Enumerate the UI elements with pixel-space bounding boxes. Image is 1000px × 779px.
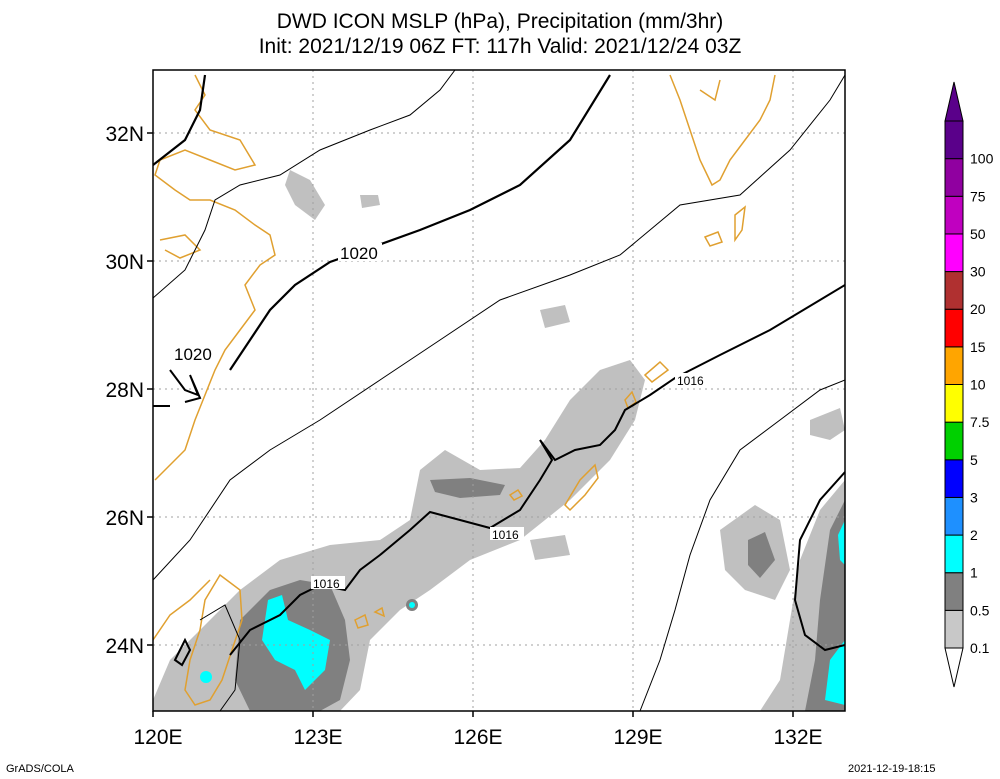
precip-east-cyan-1 xyxy=(838,520,845,565)
colorbar-swatch xyxy=(944,271,964,310)
precip-cell-b xyxy=(360,195,380,208)
colorbar-swatch xyxy=(944,534,964,574)
coast-china xyxy=(154,74,276,481)
lon-label: 129E xyxy=(613,726,662,749)
colorbar-label: 10 xyxy=(970,377,986,393)
coast-small-islands xyxy=(354,606,386,629)
chart-subtitle: Init: 2021/12/19 06Z FT: 117h Valid: 202… xyxy=(258,35,742,58)
colorbar: 100 75 50 30 20 15 10 7.5 5 3 2 1 0.5 0.1 xyxy=(944,81,994,688)
colorbar-swatch xyxy=(944,346,964,386)
colorbar-label: 5 xyxy=(970,452,978,468)
colorbar-swatch xyxy=(944,384,964,423)
colorbar-swatch xyxy=(944,421,964,461)
colorbar-swatch xyxy=(944,609,964,649)
lon-label: 132E xyxy=(773,726,822,749)
colorbar-swatch xyxy=(944,496,964,536)
footer-left: GrADS/COLA xyxy=(6,763,74,775)
isobar-taiwan-thin xyxy=(199,604,241,711)
plot-frame xyxy=(152,69,846,712)
lat-label: 32N xyxy=(105,123,144,146)
precip-layer xyxy=(153,170,845,711)
colorbar-swatch xyxy=(944,459,964,498)
colorbar-label: 1 xyxy=(970,565,978,581)
coast-ryukyu-3 xyxy=(624,390,637,410)
isobar-label: 1016 xyxy=(677,374,704,388)
lat-label: 24N xyxy=(105,635,144,658)
isobar-taiwan xyxy=(173,637,192,667)
colorbar-label: 30 xyxy=(970,264,986,280)
colorbar-swatch xyxy=(944,308,964,348)
coast-kyushu-2 xyxy=(699,79,721,102)
colorbar-swatch xyxy=(944,572,964,611)
precip-cell-a xyxy=(285,170,325,220)
colorbar-lower-arrow xyxy=(944,647,964,688)
colorbar-label: 0.5 xyxy=(970,602,990,618)
colorbar-label: 75 xyxy=(970,188,986,204)
colorbar-label: 15 xyxy=(970,339,986,355)
precip-taiwan-cell xyxy=(200,671,212,683)
precip-cyan-1 xyxy=(262,595,330,690)
footer-right: 2021-12-19-18:15 xyxy=(848,763,936,775)
isobar-label: 1016 xyxy=(313,577,340,591)
coast-ryukyu-4 xyxy=(508,488,524,501)
precip-small-cell-cyan xyxy=(409,602,415,608)
coast-taiwan xyxy=(184,573,243,706)
coast-kyushu xyxy=(669,74,776,187)
lat-label: 28N xyxy=(105,379,144,402)
isobar-labels: 1020 1020 1016 1016 1016 xyxy=(172,243,709,591)
colorbar-label: 20 xyxy=(970,301,986,317)
precip-cell-ne xyxy=(810,408,845,440)
precip-cell-c xyxy=(540,305,570,328)
precip-cell-e-dark xyxy=(748,532,775,578)
coast-ryukyu-2 xyxy=(564,463,599,512)
colorbar-upper-arrow xyxy=(944,81,964,122)
lon-label: 120E xyxy=(133,726,182,749)
coast-island-east-2 xyxy=(734,205,746,243)
coastlines xyxy=(153,74,776,706)
lon-label: 123E xyxy=(293,726,342,749)
colorbar-swatch xyxy=(944,158,964,197)
colorbar-label: 0.1 xyxy=(970,640,990,656)
isobar-thin-nw xyxy=(153,70,456,299)
isobar-1020-thick-nw xyxy=(153,74,207,166)
isobar-thin-se xyxy=(639,379,845,711)
colorbar-label: 7.5 xyxy=(970,414,990,430)
lat-labels: 32N 30N 28N 26N 24N xyxy=(105,123,144,658)
coast-china-inlet xyxy=(159,234,202,259)
colorbar-swatch xyxy=(944,120,964,160)
isobar-thin-mid xyxy=(153,74,845,581)
colorbar-swatch xyxy=(944,195,964,235)
colorbar-label: 50 xyxy=(970,226,986,242)
precip-east-cyan-2 xyxy=(825,640,845,705)
lon-labels: 120E 123E 126E 129E 132E xyxy=(133,726,822,749)
coast-island-east xyxy=(703,231,723,247)
coast-china-south xyxy=(153,579,211,641)
lat-label: 30N xyxy=(105,251,144,274)
isobar-label: 1020 xyxy=(340,244,378,263)
precip-cell-d xyxy=(530,535,570,560)
isobar-label: 1020 xyxy=(174,345,212,364)
lat-label: 26N xyxy=(105,507,144,530)
precip-band-dark-2 xyxy=(430,478,505,498)
isobar-label: 1016 xyxy=(492,528,519,542)
colorbar-label: 3 xyxy=(970,489,978,505)
colorbar-label: 100 xyxy=(970,151,994,167)
colorbar-swatch xyxy=(944,233,964,273)
axis-ticks xyxy=(147,132,794,717)
lon-label: 126E xyxy=(453,726,502,749)
isobar-east-low xyxy=(793,471,845,652)
isobar-1020-west xyxy=(153,369,202,407)
colorbar-label: 2 xyxy=(970,527,978,543)
coast-ryukyu-1 xyxy=(643,360,670,383)
chart-title: DWD ICON MSLP (hPa), Precipitation (mm/3… xyxy=(276,10,724,33)
